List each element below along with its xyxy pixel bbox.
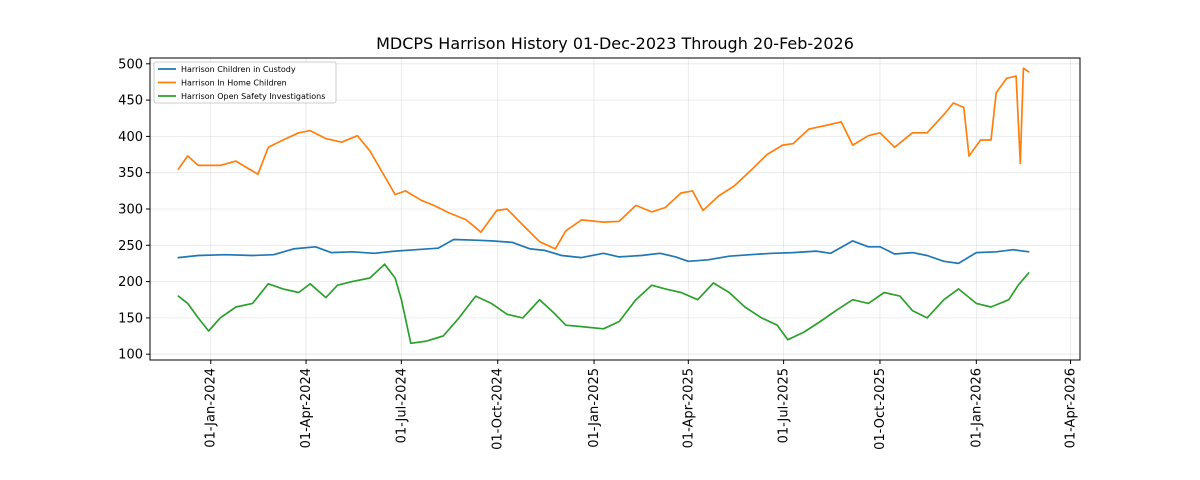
x-tick-label: 01-Apr-2024 (299, 368, 314, 448)
grid (150, 58, 1080, 360)
x-tick-label: 01-Jul-2024 (394, 368, 409, 443)
series-line-2 (177, 67, 1030, 250)
x-tick-label: 01-Jan-2024 (204, 368, 219, 448)
y-tick-label: 100 (118, 348, 143, 363)
series-line-3 (177, 263, 1030, 345)
series-lines (177, 67, 1030, 345)
legend-label: Harrison Open Safety Investigations (181, 92, 325, 101)
x-tick-label: 01-Apr-2026 (1064, 368, 1079, 448)
y-tick-label: 250 (118, 239, 143, 254)
legend-box (153, 61, 337, 104)
x-tick-label: 01-Oct-2024 (491, 368, 506, 450)
legend-label: Harrison In Home Children (181, 79, 287, 88)
axes: 100 150 200 250 300 350 400 450 500 01-Jan-2024 01… (118, 57, 1078, 450)
y-tick-label: 450 (118, 94, 143, 109)
y-tick-label: 350 (118, 166, 143, 181)
x-tick-label: 01-Apr-2025 (681, 368, 696, 448)
x-tick-label: 01-Oct-2025 (873, 368, 888, 450)
legend: Harrison Children in Custody Harrison In … (153, 61, 337, 104)
chart-title: MDCPS Harrison History 01-Dec-2023 Throu… (376, 34, 854, 53)
y-tick-label: 400 (118, 130, 143, 145)
y-tick-label: 500 (118, 57, 143, 72)
x-tick-label: 01-Jul-2025 (777, 368, 792, 443)
y-tick-label: 150 (118, 311, 143, 326)
x-tick-label: 01-Jan-2026 (969, 368, 984, 448)
y-tick-label: 200 (118, 275, 143, 290)
x-tick-label: 01-Jan-2025 (587, 368, 602, 448)
series-line-1 (177, 238, 1030, 265)
legend-label: Harrison Children in Custody (181, 65, 296, 74)
y-tick-label: 300 (118, 203, 143, 218)
